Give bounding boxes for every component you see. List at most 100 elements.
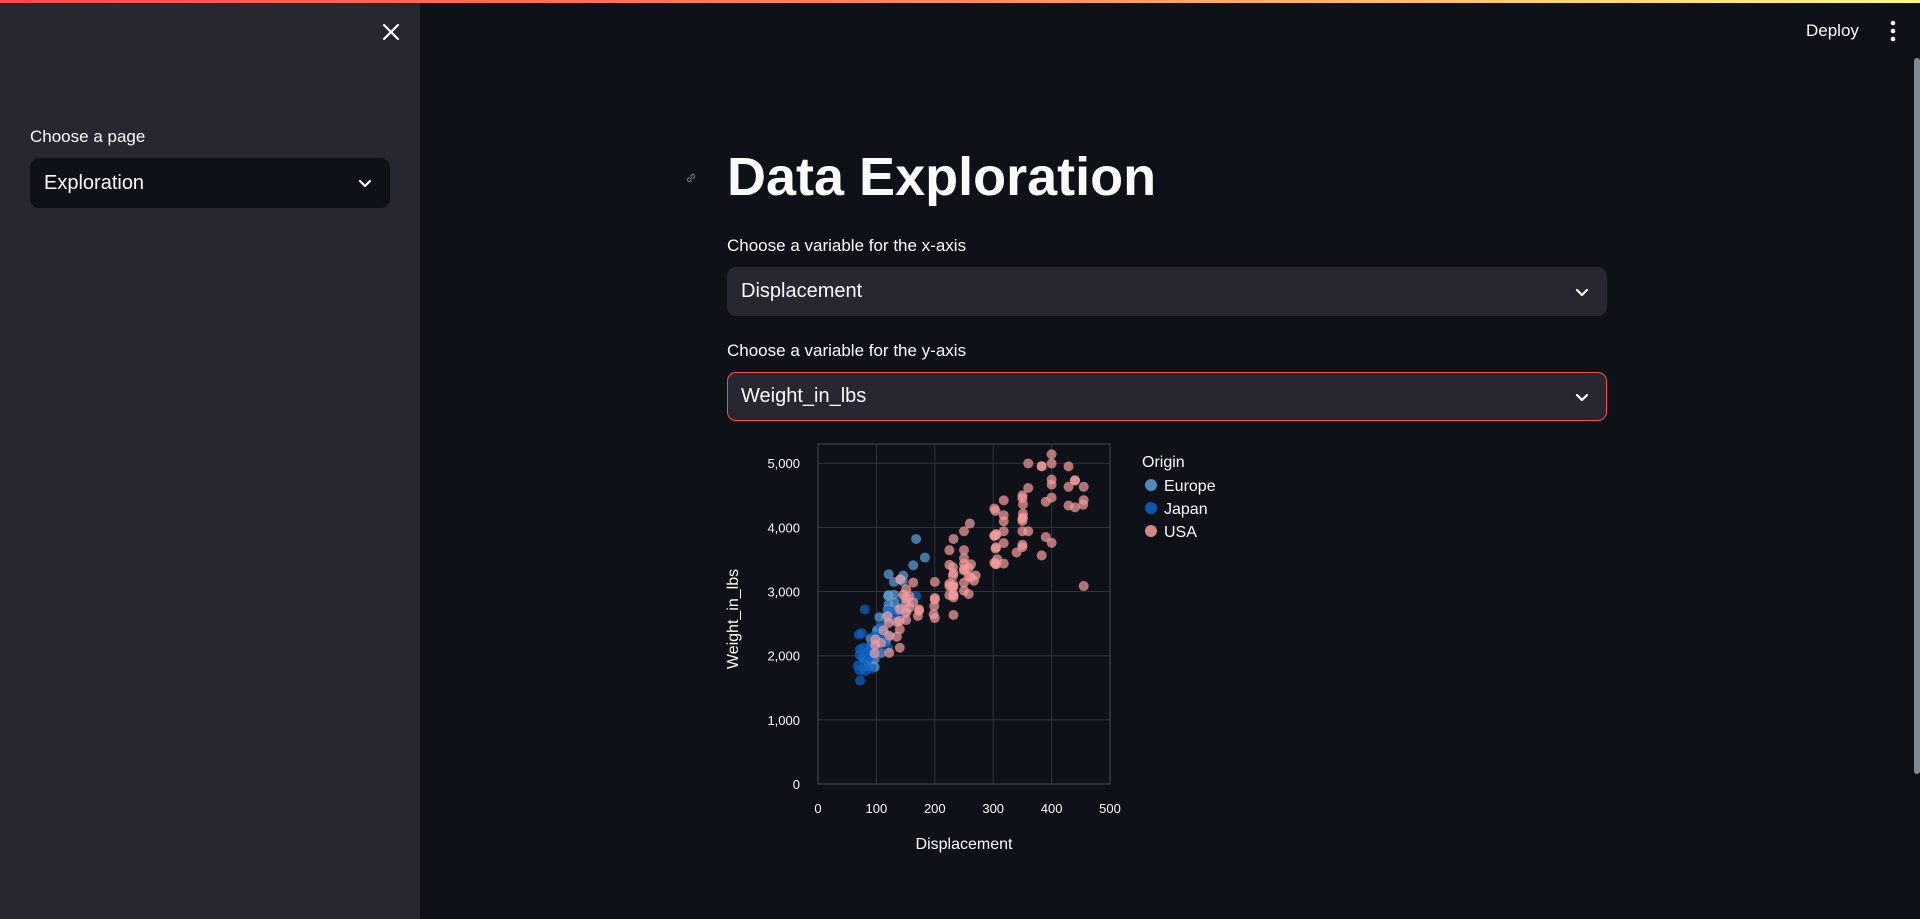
x-axis-title: Displacement: [916, 836, 1013, 853]
x-tick-label: 500: [1099, 801, 1121, 816]
data-point-europe: [911, 533, 922, 544]
x-axis-select[interactable]: Displacement: [727, 267, 1607, 316]
data-point-usa: [914, 605, 925, 616]
data-point-europe: [888, 589, 899, 600]
page-select-value: Exploration: [44, 171, 145, 194]
data-point-usa: [884, 647, 895, 658]
x-tick-label: 300: [982, 801, 1004, 816]
data-point-usa: [901, 592, 912, 603]
legend-swatch-usa: [1145, 525, 1157, 537]
data-point-usa: [878, 625, 889, 636]
data-point-usa: [1036, 461, 1047, 472]
x-tick-label: 0: [814, 801, 821, 816]
data-point-usa: [947, 562, 958, 573]
data-point-japan: [866, 663, 877, 674]
legend-swatch-europe: [1145, 479, 1157, 491]
x-axis-select-value: Displacement: [741, 280, 863, 302]
data-point-usa: [991, 559, 1002, 570]
data-point-usa: [1046, 449, 1057, 460]
data-point-usa: [948, 533, 959, 544]
page-title: Data Exploration: [727, 147, 1157, 207]
data-point-usa: [891, 617, 902, 628]
data-point-usa: [998, 510, 1009, 521]
data-point-usa: [959, 558, 969, 569]
data-point-usa: [959, 526, 969, 537]
data-point-usa: [1063, 461, 1074, 472]
data-point-europe: [908, 560, 919, 571]
y-tick-label: 3,000: [767, 585, 800, 600]
data-point-usa: [1040, 496, 1051, 507]
data-point-japan: [852, 660, 863, 671]
data-point-usa: [1011, 547, 1022, 558]
data-point-usa: [959, 545, 969, 556]
data-point-usa: [883, 617, 894, 628]
data-point-japan: [855, 675, 866, 686]
data-point-usa: [998, 526, 1009, 537]
data-point-usa: [1078, 495, 1089, 506]
data-point-usa: [1023, 482, 1034, 493]
data-point-usa: [998, 495, 1009, 506]
page-scrollbar[interactable]: [1914, 58, 1920, 774]
y-axis-select[interactable]: Weight_in_lbs: [727, 372, 1607, 421]
y-axis-select-value: Weight_in_lbs: [741, 385, 867, 407]
legend-swatch-japan: [1145, 502, 1157, 514]
top-decoration-bar: [0, 0, 1920, 3]
main-menu-icon[interactable]: [1882, 17, 1904, 45]
data-point-europe: [919, 552, 930, 563]
chevron-down-icon: [1575, 393, 1589, 401]
y-axis-title: Weight_in_lbs: [725, 569, 742, 669]
deploy-button[interactable]: Deploy: [1806, 21, 1859, 40]
data-point-usa: [1063, 481, 1074, 492]
y-tick-label: 2,000: [767, 649, 800, 664]
data-point-usa: [990, 505, 1001, 516]
data-point-usa: [869, 648, 880, 659]
data-point-usa: [1078, 481, 1089, 492]
data-point-usa: [928, 609, 939, 620]
data-point-usa: [876, 637, 887, 648]
data-point-usa: [1069, 475, 1080, 486]
data-point-usa: [894, 604, 905, 615]
data-point-usa: [947, 582, 958, 593]
legend-label-europe: Europe: [1164, 478, 1216, 495]
y-axis-select-label: Choose a variable for the y-axis: [727, 341, 967, 360]
page-select[interactable]: Exploration: [30, 158, 390, 208]
data-point-usa: [991, 542, 1002, 553]
chevron-down-icon: [1575, 288, 1589, 296]
y-tick-label: 5,000: [767, 456, 800, 471]
data-point-usa: [895, 574, 906, 585]
data-point-usa: [1046, 458, 1057, 469]
data-point-usa: [891, 631, 902, 642]
data-point-japan: [856, 628, 867, 639]
y-tick-label: 4,000: [767, 520, 800, 535]
data-point-usa: [998, 538, 1009, 549]
data-point-usa: [1069, 502, 1080, 513]
data-point-usa: [1036, 550, 1047, 561]
data-point-usa: [964, 518, 975, 529]
data-point-europe: [883, 569, 894, 580]
data-point-usa: [1017, 539, 1028, 550]
data-point-usa: [1017, 490, 1028, 501]
data-point-usa: [944, 545, 955, 556]
anchor-link-icon[interactable]: [684, 171, 698, 185]
data-point-japan: [854, 649, 865, 660]
data-point-usa: [1046, 537, 1057, 548]
plot-frame: [817, 443, 1111, 785]
scatter-chart[interactable]: 0 100 200 300 400 500 0 1,000 2,000 3,000 4,000 5,0…: [720, 440, 1240, 860]
data-point-usa: [929, 576, 940, 587]
data-point-usa: [970, 570, 981, 581]
data-point-usa: [1017, 508, 1028, 519]
x-axis-select-label: Choose a variable for the x-axis: [727, 236, 967, 255]
data-point-usa: [1023, 526, 1034, 537]
data-point-usa: [929, 594, 940, 605]
data-point-usa: [998, 558, 1009, 569]
data-point-usa: [948, 590, 959, 601]
close-icon: [382, 23, 400, 41]
data-point-usa: [1017, 515, 1028, 526]
data-point-usa: [1078, 581, 1089, 592]
data-point-usa: [1023, 458, 1034, 469]
legend-title: Origin: [1142, 454, 1185, 471]
x-tick-label: 100: [866, 801, 888, 816]
y-tick-label: 1,000: [767, 713, 800, 728]
legend-label-usa: USA: [1164, 524, 1197, 541]
close-sidebar-button[interactable]: [378, 19, 404, 45]
